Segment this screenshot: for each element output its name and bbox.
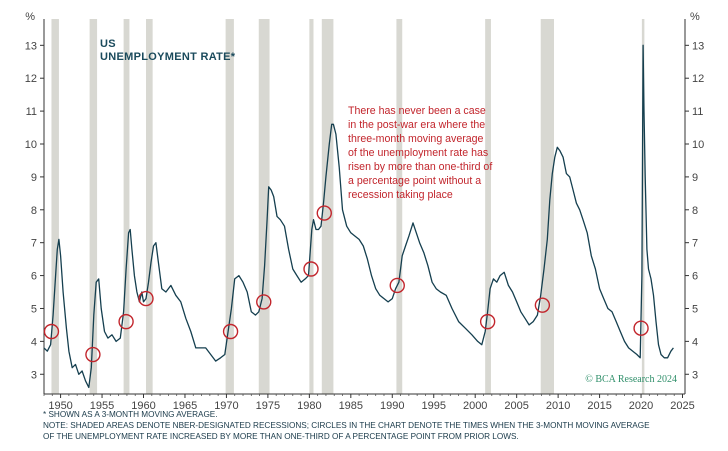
y-tick-label-right: 6 <box>692 271 698 283</box>
signal-circle <box>389 277 405 294</box>
recession-band <box>51 19 59 394</box>
y-tick-label-left: 10 <box>25 139 37 151</box>
signal-circle <box>633 320 649 336</box>
x-tick-label: 1995 <box>421 400 445 412</box>
annotation-line: of the unemployment rate has <box>348 147 488 159</box>
x-tick-label: 1965 <box>173 400 197 412</box>
axis-ticks: 3 3 4 4 5 5 6 6 7 7 8 8 9 9 10 10 11 11 12 12 13 13 1950 1955 19… <box>25 40 705 412</box>
annotation-line: risen by more than one-third of <box>348 161 492 173</box>
x-tick-label: 2025 <box>670 400 694 412</box>
footnote-note-line2: OF THE UNEMPLOYMENT RATE INCREASED BY MO… <box>43 432 519 441</box>
y-tick-label-left: 9 <box>31 172 37 184</box>
annotation-line: recession taking place <box>348 189 453 201</box>
y-tick-label-right: 4 <box>692 336 698 348</box>
annotation-line: a percentage point without a <box>348 175 481 187</box>
x-tick-label: 1950 <box>48 400 72 412</box>
right-unit-label: % <box>690 11 700 23</box>
y-tick-label-left: 12 <box>25 73 37 85</box>
recession-band <box>89 19 98 394</box>
x-tick-label: 1970 <box>214 400 238 412</box>
recession-band <box>225 19 234 394</box>
y-tick-label-left: 11 <box>26 106 37 118</box>
y-tick-label-left: 13 <box>25 40 37 52</box>
x-tick-label: 1955 <box>90 400 114 412</box>
y-tick-label-left: 3 <box>31 369 37 381</box>
footnote-note-line1: NOTE: SHADED AREAS DENOTE NBER-DESIGNATE… <box>43 421 650 430</box>
footnote-moving-average: * SHOWN AS A 3-MONTH MOVING AVERAGE. <box>43 410 218 419</box>
signal-circle <box>256 294 272 310</box>
recession-bands <box>51 19 645 394</box>
signal-circle <box>85 346 101 363</box>
chart-title-line2: UNEMPLOYMENT RATE* <box>100 51 236 63</box>
recession-band <box>123 19 130 394</box>
recession-band <box>145 19 153 394</box>
annotation-line: There has never been a case <box>348 105 486 117</box>
x-tick-label: 2005 <box>504 400 528 412</box>
watermark: © BCA Research 2024 <box>585 374 677 385</box>
signal-circle <box>303 261 319 277</box>
y-tick-label-left: 4 <box>31 336 37 348</box>
x-tick-label: 2020 <box>629 400 653 412</box>
recession-band <box>641 19 645 394</box>
recession-band <box>309 19 314 394</box>
y-tick-label-right: 10 <box>692 139 704 151</box>
y-tick-label-right: 7 <box>692 238 698 250</box>
y-tick-label-right: 12 <box>692 73 704 85</box>
signal-circle <box>316 205 332 221</box>
y-tick-label-right: 13 <box>692 40 704 52</box>
y-tick-label-left: 8 <box>31 205 37 217</box>
y-tick-label-left: 5 <box>31 303 37 315</box>
x-tick-label: 1985 <box>339 400 363 412</box>
annotation-line: in the post-war era where the <box>348 119 485 131</box>
x-tick-label: 2000 <box>463 400 487 412</box>
chart-title-line1: US <box>100 38 116 50</box>
y-tick-label-left: 7 <box>31 238 37 250</box>
x-tick-label: 1975 <box>256 400 280 412</box>
signal-circle <box>534 297 551 313</box>
recession-band <box>396 19 403 394</box>
signal-circle <box>138 290 154 307</box>
annotation-text: There has never been a case in the post-… <box>348 105 492 201</box>
unemployment-rate-line <box>43 44 674 389</box>
signal-circle <box>118 313 134 330</box>
y-tick-label-right: 9 <box>692 172 698 184</box>
x-tick-label: 1960 <box>131 400 155 412</box>
y-tick-label-right: 11 <box>692 106 703 118</box>
recession-band <box>485 19 491 394</box>
x-tick-label: 2010 <box>546 400 570 412</box>
signal-circle <box>43 323 60 340</box>
recession-band <box>258 19 270 394</box>
y-tick-label-right: 8 <box>692 205 698 217</box>
signal-circle <box>222 323 239 340</box>
y-tick-label-left: 6 <box>31 271 37 283</box>
recession-band <box>540 19 554 394</box>
signal-circle <box>479 313 496 330</box>
y-tick-label-right: 5 <box>692 303 698 315</box>
left-unit-label: % <box>25 11 35 23</box>
y-tick-label-right: 3 <box>692 369 698 381</box>
x-tick-label: 1980 <box>297 400 321 412</box>
signal-circles <box>43 205 649 363</box>
x-tick-label: 2015 <box>587 400 611 412</box>
x-tick-label: 1990 <box>380 400 404 412</box>
annotation-line: three-month moving average <box>348 133 484 145</box>
